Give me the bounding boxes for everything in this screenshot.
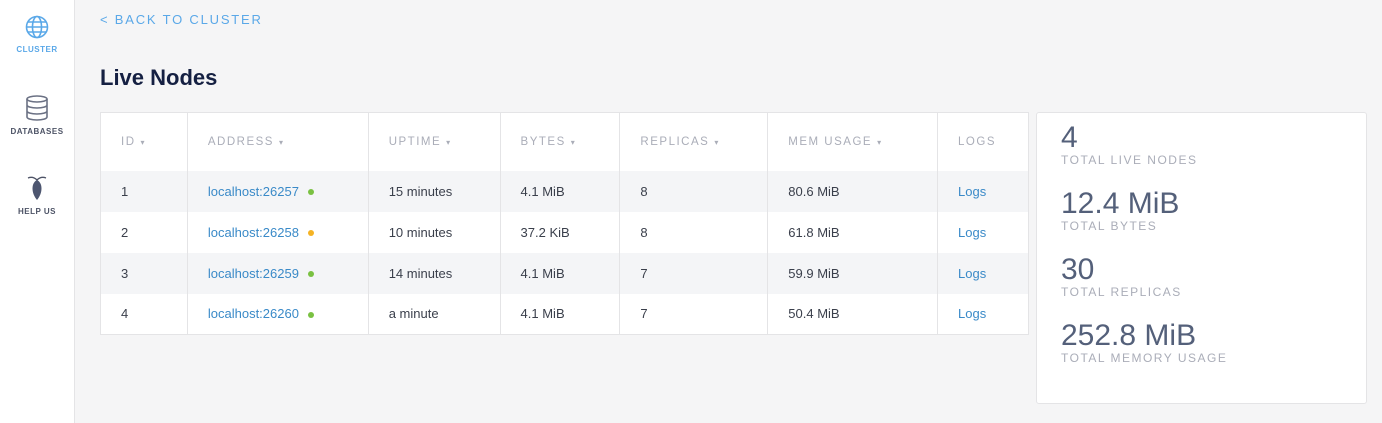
mem-usage: 50.4 MiB — [767, 293, 939, 335]
node-id: 3 — [100, 252, 188, 294]
database-icon — [26, 95, 48, 121]
uptime: 15 minutes — [368, 170, 501, 212]
mem-usage: 61.8 MiB — [767, 211, 939, 253]
sidebar-item-databases[interactable]: DATABASES — [0, 95, 74, 136]
stat-label: TOTAL BYTES — [1061, 219, 1158, 233]
node-id: 1 — [100, 170, 188, 212]
stat-label: TOTAL MEMORY USAGE — [1061, 351, 1228, 365]
table-row: 3 localhost:26259 14 minutes 4.1 MiB 7 5… — [100, 252, 1029, 294]
logs-link[interactable]: Logs — [958, 265, 987, 281]
table-row: 2 localhost:26258 10 minutes 37.2 KiB 8 … — [100, 211, 1029, 253]
status-dot-icon — [307, 189, 314, 196]
stat-value: 12.4 MiB — [1061, 187, 1180, 220]
node-id: 2 — [100, 211, 188, 253]
logs-link[interactable]: Logs — [958, 224, 987, 240]
status-dot-icon — [307, 271, 314, 278]
node-address-link[interactable]: localhost:26257 — [207, 183, 299, 199]
sort-caret-icon: ▾ — [446, 137, 452, 147]
header-label: LOGS — [958, 135, 996, 148]
column-header-mem-usage[interactable]: MEM USAGE ▾ — [767, 112, 939, 171]
summary-stat: 252.8 MiB TOTAL MEMORY USAGE — [1061, 319, 1227, 365]
column-header-replicas[interactable]: REPLICAS ▾ — [619, 112, 769, 171]
address-cell: localhost:26258 — [187, 211, 369, 253]
page-title: Live Nodes — [100, 65, 218, 90]
sidebar-item-help-us[interactable]: HELP US — [0, 175, 74, 216]
replicas: 7 — [619, 252, 769, 294]
sidebar: CLUSTER DATABASES HELP US — [0, 0, 75, 423]
logs-cell: Logs — [937, 252, 1029, 294]
bytes: 4.1 MiB — [500, 293, 621, 335]
header-label: ID — [121, 135, 136, 148]
back-to-cluster-link[interactable]: < BACK TO CLUSTER — [100, 12, 263, 27]
column-header-logs: LOGS — [938, 113, 1029, 171]
node-address-link[interactable]: localhost:26259 — [207, 265, 299, 281]
stat-label: TOTAL REPLICAS — [1061, 285, 1182, 299]
summary-card: 4 TOTAL LIVE NODES 12.4 MiB TOTAL BYTES 30 TO… — [1036, 112, 1367, 404]
sort-caret-icon: ▾ — [714, 137, 720, 147]
bytes: 4.1 MiB — [500, 252, 621, 294]
sort-caret-icon: ▾ — [278, 137, 285, 147]
uptime: a minute — [368, 293, 501, 335]
status-dot-icon — [307, 311, 314, 318]
logs-cell: Logs — [938, 294, 1029, 335]
summary-stat: 12.4 MiB TOTAL BYTES — [1061, 187, 1179, 233]
mem-usage: 80.6 MiB — [767, 170, 939, 212]
globe-icon — [25, 15, 49, 39]
header-label: ADDRESS — [207, 135, 274, 148]
cockroach-icon — [27, 176, 47, 200]
header-label: MEM USAGE — [788, 135, 873, 148]
node-address-link[interactable]: localhost:26258 — [207, 224, 299, 240]
column-header-uptime[interactable]: UPTIME ▾ — [368, 112, 501, 171]
address-cell: localhost:26260 — [187, 293, 369, 335]
stat-value: 252.8 MiB — [1061, 319, 1197, 352]
node-address-link[interactable]: localhost:26260 — [207, 306, 299, 322]
bytes: 37.2 KiB — [500, 211, 621, 253]
sort-caret-icon: ▾ — [140, 137, 147, 147]
sort-caret-icon: ▾ — [570, 137, 577, 147]
summary-stat: 30 TOTAL REPLICAS — [1061, 253, 1182, 299]
logs-cell: Logs — [938, 212, 1029, 253]
uptime: 10 minutes — [368, 211, 501, 253]
logs-cell: Logs — [937, 170, 1029, 212]
replicas: 8 — [619, 170, 769, 212]
node-id: 4 — [100, 293, 188, 335]
status-dot-icon — [307, 230, 314, 237]
address-cell: localhost:26259 — [187, 252, 369, 294]
sort-caret-icon: ▾ — [877, 137, 883, 147]
header-label: BYTES — [520, 135, 566, 148]
sidebar-item-label: CLUSTER — [16, 45, 58, 54]
logs-link[interactable]: Logs — [958, 306, 987, 322]
sidebar-item-label: HELP US — [17, 207, 57, 216]
column-header-bytes[interactable]: BYTES ▾ — [500, 112, 621, 171]
column-header-id[interactable]: ID ▾ — [100, 112, 188, 171]
column-header-address[interactable]: ADDRESS ▾ — [187, 112, 369, 171]
table-row: 4 localhost:26260 a minute 4.1 MiB 7 50.… — [100, 293, 1029, 335]
uptime: 14 minutes — [368, 252, 501, 294]
table-row: 1 localhost:26257 15 minutes 4.1 MiB 8 8… — [100, 170, 1029, 212]
sidebar-item-cluster[interactable]: CLUSTER — [0, 15, 74, 54]
stat-label: TOTAL LIVE NODES — [1061, 153, 1198, 167]
mem-usage: 59.9 MiB — [767, 252, 939, 294]
bytes: 4.1 MiB — [500, 170, 621, 212]
summary-stat: 4 TOTAL LIVE NODES — [1061, 121, 1197, 167]
logs-link[interactable]: Logs — [958, 183, 987, 199]
sidebar-item-label: DATABASES — [10, 127, 64, 136]
address-cell: localhost:26257 — [187, 170, 369, 212]
header-label: REPLICAS — [640, 135, 710, 148]
stat-value: 4 — [1061, 121, 1078, 154]
replicas: 8 — [619, 211, 769, 253]
stat-value: 30 — [1061, 253, 1095, 286]
nodes-table: ID ▾ ADDRESS ▾ UPTIME ▾ BYTES ▾ REPLICAS ▾ MEM USA… — [100, 112, 1029, 335]
header-label: UPTIME — [388, 135, 442, 148]
replicas: 7 — [619, 293, 769, 335]
